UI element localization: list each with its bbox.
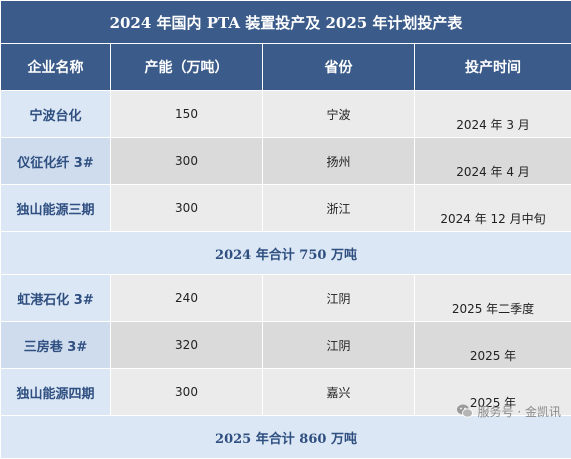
header-company: 企业名称 (1, 44, 111, 91)
start-time-value: 2024 年 4 月 (415, 138, 571, 185)
capacity-value: 240 (111, 275, 263, 322)
table-row: 宁波台化 150 宁波 2024 年 3 月 (1, 91, 571, 138)
capacity-value: 300 (111, 369, 263, 416)
province-value: 江阴 (263, 322, 415, 369)
company-name: 仪征化纤 3# (1, 138, 111, 185)
start-time-value: 2025 年 (415, 322, 571, 369)
province-value: 江阴 (263, 275, 415, 322)
table-row: 虹港石化 3# 240 江阴 2025 年二季度 (1, 275, 571, 322)
header-start-time: 投产时间 (415, 44, 571, 91)
start-time-value: 2024 年 3 月 (415, 91, 571, 138)
capacity-value: 300 (111, 185, 263, 232)
capacity-value: 320 (111, 322, 263, 369)
header-province: 省份 (263, 44, 415, 91)
table-header-row: 企业名称 产能（万吨） 省份 投产时间 (1, 44, 571, 91)
company-name: 独山能源四期 (1, 369, 111, 416)
capacity-value: 300 (111, 138, 263, 185)
pta-table-page: 2024 年国内 PTA 装置投产及 2025 年计划投产表 企业名称 产能（万… (0, 0, 571, 430)
company-name: 虹港石化 3# (1, 275, 111, 322)
table-row: 独山能源三期 300 浙江 2024 年 12 月中旬 (1, 185, 571, 232)
capacity-value: 150 (111, 91, 263, 138)
province-value: 嘉兴 (263, 369, 415, 416)
company-name: 独山能源三期 (1, 185, 111, 232)
header-capacity: 产能（万吨） (111, 44, 263, 91)
summary-2025: 2025 年合计 860 万吨 (1, 416, 571, 459)
province-value: 浙江 (263, 185, 415, 232)
wechat-icon (456, 402, 474, 420)
summary-2024: 2024 年合计 750 万吨 (1, 232, 571, 275)
watermark: 服务号 · 金凯讯 (456, 402, 561, 420)
company-name: 三房巷 3# (1, 322, 111, 369)
summary-row-2024: 2024 年合计 750 万吨 (1, 232, 571, 275)
table-row: 三房巷 3# 320 江阴 2025 年 (1, 322, 571, 369)
province-value: 扬州 (263, 138, 415, 185)
table-title-row: 2024 年国内 PTA 装置投产及 2025 年计划投产表 (1, 1, 571, 44)
watermark-text: 服务号 · 金凯讯 (478, 403, 561, 420)
table-row: 仪征化纤 3# 300 扬州 2024 年 4 月 (1, 138, 571, 185)
summary-row-2025: 2025 年合计 860 万吨 (1, 416, 571, 459)
province-value: 宁波 (263, 91, 415, 138)
start-time-value: 2025 年二季度 (415, 275, 571, 322)
start-time-value: 2024 年 12 月中旬 (415, 185, 571, 232)
company-name: 宁波台化 (1, 91, 111, 138)
table-title: 2024 年国内 PTA 装置投产及 2025 年计划投产表 (1, 1, 571, 44)
